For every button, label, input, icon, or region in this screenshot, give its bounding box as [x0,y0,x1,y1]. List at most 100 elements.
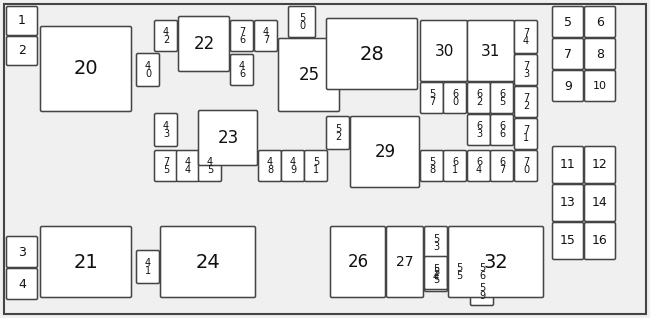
Text: 4
1: 4 1 [145,258,151,276]
Text: 5
1: 5 1 [313,156,319,176]
FancyBboxPatch shape [584,71,616,101]
FancyBboxPatch shape [467,150,491,182]
Text: 6
5: 6 5 [499,89,505,107]
FancyBboxPatch shape [424,226,447,259]
Text: 4
2: 4 2 [163,27,169,45]
FancyBboxPatch shape [584,147,616,183]
Text: 4
5: 4 5 [207,156,213,176]
Text: 5
0: 5 0 [299,13,305,31]
Text: 7
3: 7 3 [523,61,529,80]
Text: 5
6: 5 6 [479,263,485,281]
Text: 15: 15 [560,234,576,247]
FancyBboxPatch shape [552,38,584,70]
FancyBboxPatch shape [281,150,304,182]
FancyBboxPatch shape [278,38,339,112]
FancyBboxPatch shape [421,20,467,81]
Text: 14: 14 [592,197,608,210]
FancyBboxPatch shape [155,150,177,182]
FancyBboxPatch shape [421,82,443,114]
Text: 6
0: 6 0 [452,89,458,107]
Text: 7
1: 7 1 [523,125,529,143]
FancyBboxPatch shape [330,226,385,298]
Text: 5
5: 5 5 [433,266,439,285]
Text: 7
4: 7 4 [523,28,529,46]
Text: 4
0: 4 0 [145,61,151,80]
Text: 26: 26 [348,253,369,271]
Text: 7
0: 7 0 [523,156,529,176]
FancyBboxPatch shape [136,53,159,86]
FancyBboxPatch shape [443,82,467,114]
Text: 10: 10 [593,81,607,91]
Text: 4
6: 4 6 [239,61,245,80]
FancyBboxPatch shape [155,114,177,147]
Text: 4: 4 [18,278,26,291]
Text: 2: 2 [18,45,26,58]
Text: 20: 20 [73,59,98,79]
FancyBboxPatch shape [421,150,443,182]
Text: 6
6: 6 6 [499,121,505,139]
Text: 12: 12 [592,158,608,171]
Text: 30: 30 [434,44,454,59]
FancyBboxPatch shape [289,6,315,38]
FancyBboxPatch shape [467,114,491,146]
FancyBboxPatch shape [350,116,419,188]
FancyBboxPatch shape [552,223,584,259]
FancyBboxPatch shape [259,150,281,182]
Text: 6: 6 [596,16,604,29]
FancyBboxPatch shape [552,6,584,38]
FancyBboxPatch shape [515,20,538,53]
FancyBboxPatch shape [40,226,131,298]
Text: 29: 29 [374,143,396,161]
FancyBboxPatch shape [515,86,538,117]
FancyBboxPatch shape [467,82,491,114]
FancyBboxPatch shape [177,150,200,182]
FancyBboxPatch shape [179,17,229,72]
Text: 31: 31 [481,44,500,59]
Text: 5
7: 5 7 [429,89,435,107]
Text: 5
3: 5 3 [433,234,439,252]
Text: 22: 22 [194,35,214,53]
Text: 5
4: 5 4 [433,264,439,282]
FancyBboxPatch shape [6,268,38,300]
Text: 7
6: 7 6 [239,27,245,45]
FancyBboxPatch shape [515,150,538,182]
FancyBboxPatch shape [198,150,222,182]
Text: 5: 5 [564,16,572,29]
Text: 8: 8 [596,47,604,60]
FancyBboxPatch shape [155,20,177,52]
Text: 6
4: 6 4 [476,156,482,176]
Text: 7
2: 7 2 [523,93,529,111]
FancyBboxPatch shape [6,237,38,267]
FancyBboxPatch shape [443,150,467,182]
FancyBboxPatch shape [326,116,350,149]
Text: 6
1: 6 1 [452,156,458,176]
FancyBboxPatch shape [6,6,38,36]
Text: 3: 3 [18,245,26,259]
FancyBboxPatch shape [304,150,328,182]
FancyBboxPatch shape [584,184,616,222]
FancyBboxPatch shape [326,18,417,89]
Text: 7: 7 [564,47,572,60]
FancyBboxPatch shape [161,226,255,298]
Text: 32: 32 [484,252,508,272]
Text: 24: 24 [196,252,220,272]
FancyBboxPatch shape [552,147,584,183]
Text: 27: 27 [396,255,414,269]
FancyBboxPatch shape [40,26,131,112]
Text: 5
9: 5 9 [479,283,485,301]
FancyBboxPatch shape [584,223,616,259]
Text: 6
3: 6 3 [476,121,482,139]
Text: 16: 16 [592,234,608,247]
Text: 6
2: 6 2 [476,89,482,107]
Text: 9: 9 [564,80,572,93]
FancyBboxPatch shape [584,38,616,70]
Text: 7
5: 7 5 [163,156,169,176]
FancyBboxPatch shape [491,150,514,182]
FancyBboxPatch shape [515,119,538,149]
Text: 4
4: 4 4 [185,156,191,176]
Text: 25: 25 [298,66,320,84]
FancyBboxPatch shape [198,110,257,165]
Text: 4
8: 4 8 [267,156,273,176]
Text: 5
8: 5 8 [429,156,435,176]
FancyBboxPatch shape [6,37,38,66]
